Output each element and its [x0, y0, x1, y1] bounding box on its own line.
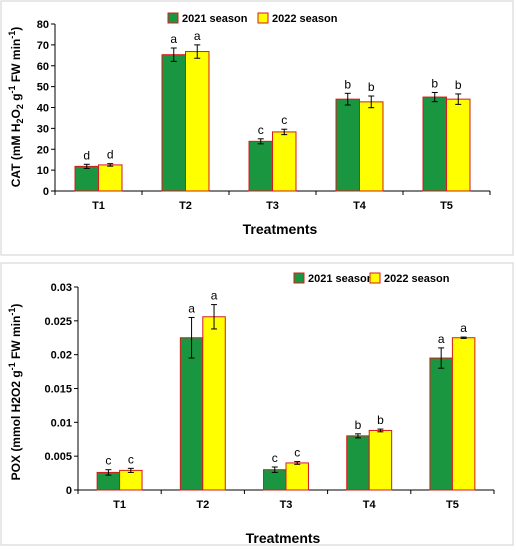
significance-label: b — [355, 418, 362, 432]
x-tick-label: T1 — [92, 200, 105, 212]
y-tick-label: 20 — [37, 144, 49, 156]
bar — [446, 98, 471, 192]
x-tick-label: T1 — [113, 499, 126, 511]
x-tick-label: T3 — [280, 499, 293, 511]
bar — [161, 54, 186, 192]
y-tick-label: 0.03 — [51, 282, 72, 294]
bar — [272, 131, 297, 192]
significance-label: c — [272, 451, 278, 465]
bar — [202, 316, 226, 491]
plot-area: 0 10 20 30 40 50 60 70 80 T1 T2 T3 T4 T5 d a c b b d a c b b — [37, 19, 491, 212]
y-tick-label: 70 — [37, 40, 49, 52]
significance-label: a — [188, 301, 195, 315]
legend-swatch-2022 — [257, 12, 269, 24]
significance-label: d — [107, 148, 114, 162]
cat-chart: 2021 season 2022 season CAT (mM H2O2 g-1… — [0, 0, 514, 256]
legend-label-2021: 2021 season — [182, 13, 248, 25]
y-tick-label: 30 — [37, 123, 49, 135]
significance-label: b — [455, 78, 462, 92]
legend-label-2022: 2022 season — [272, 13, 338, 25]
significance-label: a — [211, 289, 218, 303]
y-tick-label: 50 — [37, 82, 49, 94]
y-tick-label: 80 — [37, 19, 49, 31]
bar — [359, 101, 384, 192]
significance-label: c — [294, 446, 300, 460]
x-tick-label: T4 — [363, 499, 377, 511]
y-tick-label: 40 — [37, 103, 49, 115]
x-tick-label: T2 — [196, 499, 209, 511]
bar — [248, 140, 273, 192]
chart-frame — [0, 262, 514, 546]
legend: 2021 season 2022 season — [167, 12, 338, 25]
x-axis-title: Treatments — [243, 221, 318, 237]
significance-label: b — [431, 76, 438, 90]
legend: 2021 season 2022 season — [293, 272, 450, 285]
bar — [429, 357, 453, 491]
significance-label: c — [128, 452, 134, 466]
y-tick-label: 0 — [43, 186, 49, 198]
x-tick-label: T3 — [266, 200, 279, 212]
x-tick-label: T5 — [446, 499, 459, 511]
x-tick-label: T2 — [179, 200, 192, 212]
x-tick-label: T5 — [440, 200, 453, 212]
bar — [179, 337, 204, 491]
y-tick-label: 0 — [66, 485, 72, 497]
bar — [368, 429, 393, 491]
significance-label: b — [368, 80, 375, 94]
bar — [119, 469, 143, 491]
significance-label: b — [377, 413, 384, 427]
significance-label: c — [105, 454, 111, 468]
y-tick-label: 0.025 — [44, 316, 72, 328]
significance-label: a — [170, 32, 177, 46]
significance-label: a — [438, 332, 445, 346]
significance-label: b — [344, 77, 351, 91]
y-axis-title: CAT (mM H2O2 g-1 FW min-1) — [7, 27, 25, 188]
plot-area: 0 0.005 0.01 0.015 0.02 0.025 0.03 T1 T2 T3 T4 T5 c a… — [44, 282, 495, 511]
y-tick-label: 10 — [37, 165, 49, 177]
bar — [98, 164, 123, 192]
legend-swatch-2021 — [167, 12, 179, 24]
bar — [422, 96, 448, 192]
bar — [451, 337, 476, 491]
legend-swatch-2022 — [369, 272, 381, 284]
y-tick-label: 60 — [37, 61, 49, 73]
significance-label: c — [258, 123, 264, 137]
y-tick-label: 0.015 — [44, 384, 72, 396]
y-tick-label: 0.005 — [44, 451, 72, 463]
x-axis-title: Treatments — [246, 530, 321, 546]
x-tick-label: T4 — [353, 200, 367, 212]
bar — [285, 462, 309, 491]
pox-chart: 2021 season 2022 season POX (mmol H2O2 g… — [0, 262, 514, 546]
bar — [74, 165, 100, 192]
legend-label-2021: 2021 season — [308, 273, 374, 285]
significance-label: a — [460, 321, 467, 335]
bar — [335, 98, 361, 192]
bar — [185, 51, 210, 192]
bar — [346, 435, 370, 491]
significance-label: a — [194, 29, 201, 43]
legend-label-2022: 2022 season — [384, 273, 450, 285]
significance-label: d — [83, 148, 90, 162]
y-tick-label: 0.02 — [51, 350, 72, 362]
y-tick-label: 0.01 — [51, 417, 72, 429]
significance-label: c — [281, 113, 287, 127]
y-axis-title: POX (mmol H2O2 g-1 FW min-1) — [7, 304, 23, 481]
legend-swatch-2021 — [293, 272, 305, 284]
